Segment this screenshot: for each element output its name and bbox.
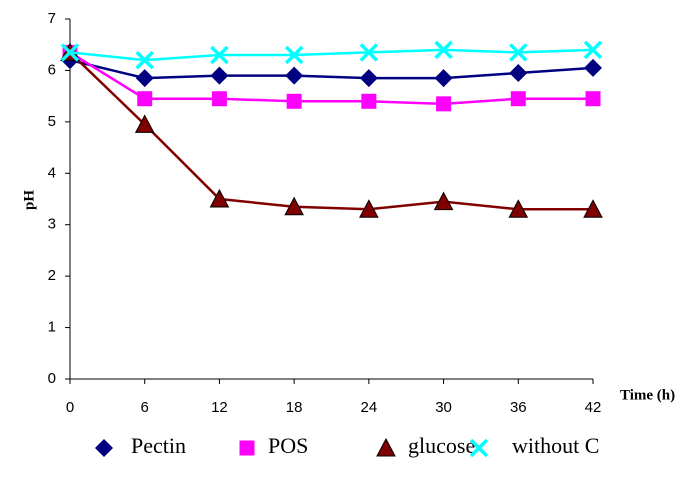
legend-label: POS [268,433,308,458]
point-marker [435,69,453,87]
y-tick-label: 1 [48,319,56,336]
y-tick-label: 5 [48,113,56,130]
legend-marker [240,441,255,456]
y-tick-label: 2 [48,267,56,284]
point-marker [285,67,303,85]
x-tick-label: 0 [66,399,74,416]
y-tick-label: 6 [48,61,56,78]
legend-marker [95,439,113,457]
point-marker [212,91,227,106]
x-tick-label: 24 [361,399,378,416]
legend-label: glucose [408,433,475,458]
legend-label: without C [512,433,599,458]
point-marker [137,91,152,106]
x-tick-label: 18 [286,399,303,416]
x-axis-label: Time (h) [620,387,675,403]
legend-marker [377,439,395,456]
chart: pH Time (h) 0123456706121824303642Pectin… [0,0,697,495]
y-tick-label: 7 [48,10,56,27]
point-marker [360,69,378,87]
y-tick-label: 4 [48,164,56,181]
point-marker [584,59,602,77]
point-marker [136,69,154,87]
x-tick-label: 30 [435,399,452,416]
point-marker [361,94,376,109]
point-marker [436,96,451,111]
x-tick-label: 36 [510,399,527,416]
x-tick-label: 6 [141,399,149,416]
point-marker [287,94,302,109]
y-tick-label: 3 [48,216,56,233]
point-marker [586,91,601,106]
x-tick-label: 42 [585,399,602,416]
point-marker [509,64,527,82]
y-tick-label: 0 [48,370,56,387]
y-axis-label: pH [21,190,37,210]
x-tick-label: 12 [211,399,228,416]
point-marker [210,67,228,85]
legend-label: Pectin [131,433,186,458]
point-marker [511,91,526,106]
